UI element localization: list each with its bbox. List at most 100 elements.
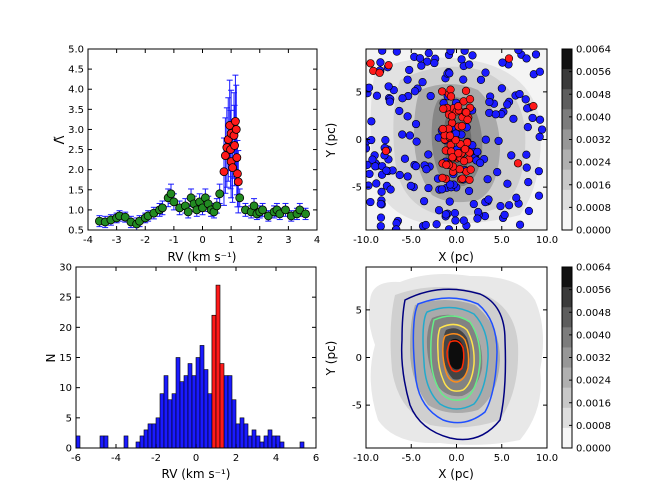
blue-bar — [171, 393, 177, 448]
blue-star — [384, 82, 393, 91]
blue-star — [376, 58, 385, 67]
blue-star — [410, 87, 420, 96]
red-star — [465, 175, 474, 184]
red-star — [448, 153, 457, 162]
blue-star — [417, 61, 426, 70]
blue-star — [473, 214, 482, 223]
contour-level-6 — [442, 333, 470, 383]
blue-star — [421, 220, 430, 230]
blue-star — [524, 206, 534, 216]
blue-star — [424, 183, 433, 193]
blue-star — [424, 150, 433, 159]
tl-ticks: -4 -3 -2 -1 0 1 2 3 4 0.5 1.0 1.5 2.0 2.5 3.0 3.5 4.0 4.5… — [68, 45, 320, 247]
bl-ticks: -6 -4 -2 0 2 4 6 0 5 10 15 20 25 30 — [59, 263, 319, 465]
blue-bar — [175, 357, 181, 448]
blue-bar — [255, 435, 261, 448]
blue-star — [445, 197, 454, 206]
red-star — [375, 68, 384, 77]
blue-star — [515, 220, 525, 229]
blue-bar — [159, 393, 165, 448]
colorbar-tick-label: 0.0064 — [576, 263, 611, 274]
tr-ytick-label: -5 — [352, 183, 362, 194]
blue-bar — [147, 423, 153, 448]
blue-star — [405, 65, 414, 75]
blue-bar — [275, 435, 281, 448]
br-ytick-label: 5 — [356, 305, 362, 316]
contour-level-4 — [430, 315, 481, 401]
tl-xtick-label: -3 — [112, 235, 122, 246]
colorbar-level — [562, 267, 572, 288]
colorbar-tick-label: 0.0056 — [576, 67, 611, 78]
green-point — [169, 197, 179, 207]
blue-star — [400, 154, 410, 163]
blue-star — [493, 167, 502, 177]
blue-star — [441, 210, 450, 219]
red-star — [466, 165, 475, 174]
blue-star — [459, 216, 468, 225]
blue-star — [481, 68, 490, 77]
bl-xtick-label: -2 — [151, 453, 161, 464]
red-point — [231, 117, 240, 126]
colorbar-tick-label: 0.0056 — [576, 285, 611, 296]
br-density-map — [366, 267, 547, 448]
blue-star — [494, 136, 503, 146]
tr-ytick-label: 5 — [356, 87, 362, 98]
tl-data — [95, 74, 310, 230]
red-star — [459, 156, 469, 166]
blue-bar — [239, 417, 245, 448]
tr-ticks: -10.0 -5.0 0.0 5.0 10.0 -5 0 5 — [352, 49, 558, 246]
blue-bar — [263, 435, 269, 448]
tr-stars — [366, 49, 547, 230]
red-star — [438, 173, 447, 182]
blue-bar — [179, 381, 185, 448]
red-point — [230, 141, 239, 150]
blue-star — [534, 191, 544, 200]
blue-star — [509, 114, 518, 123]
tl-ytick-label: 4.5 — [68, 65, 84, 76]
tr-ytick-label: 0 — [356, 135, 362, 146]
blue-star — [405, 131, 415, 140]
green-point — [215, 189, 225, 199]
tl-xtick-label: 3 — [285, 235, 291, 246]
bl-xtick-label: 0 — [193, 453, 199, 464]
blue-bar — [251, 429, 257, 448]
blue-star — [446, 49, 455, 55]
br-ticks: -10.0 -5.0 0.0 5.0 10.0 -5 0 5 — [352, 267, 558, 464]
blue-star — [512, 193, 521, 202]
blue-bar — [155, 417, 161, 448]
red-star — [529, 102, 538, 111]
blue-star — [504, 201, 514, 210]
blue-bar — [123, 435, 129, 448]
blue-star — [484, 195, 493, 204]
colorbar-level — [562, 427, 572, 449]
tl-ylabel: Λ̃ — [53, 135, 68, 144]
blue-star — [522, 163, 531, 172]
tr-ylabel: Y (pc) — [324, 123, 338, 159]
panel-rv-histogram: -6 -4 -2 0 2 4 6 0 5 10 15 20 25 30 RV (km s⁻¹) N — [44, 263, 319, 482]
blue-bar — [163, 375, 169, 448]
tl-xtick-label: -1 — [169, 235, 179, 246]
blue-star — [372, 91, 382, 100]
blue-star — [437, 185, 447, 194]
red-star — [504, 54, 514, 63]
blue-star — [403, 172, 412, 181]
bl-ytick-label: 0 — [66, 444, 72, 455]
blue-bar — [139, 435, 145, 448]
red-star — [384, 61, 393, 70]
blue-star — [377, 187, 386, 196]
blue-star — [434, 206, 444, 215]
blue-star — [460, 49, 469, 55]
tr-density-map — [366, 49, 547, 230]
blue-star — [500, 210, 509, 219]
blue-star — [531, 50, 541, 59]
colorbar-tick-label: 0.0016 — [576, 180, 611, 191]
bl-xtick-label: -4 — [111, 453, 121, 464]
bl-xtick-label: -6 — [71, 453, 81, 464]
blue-bar — [76, 435, 81, 448]
blue-star — [381, 136, 390, 145]
colorbar-tick-label: 0.0040 — [576, 330, 611, 341]
tr-xlabel: X (pc) — [438, 250, 474, 264]
blue-star — [366, 169, 374, 179]
tl-xtick-label: -2 — [140, 235, 150, 246]
red-star — [447, 112, 457, 121]
